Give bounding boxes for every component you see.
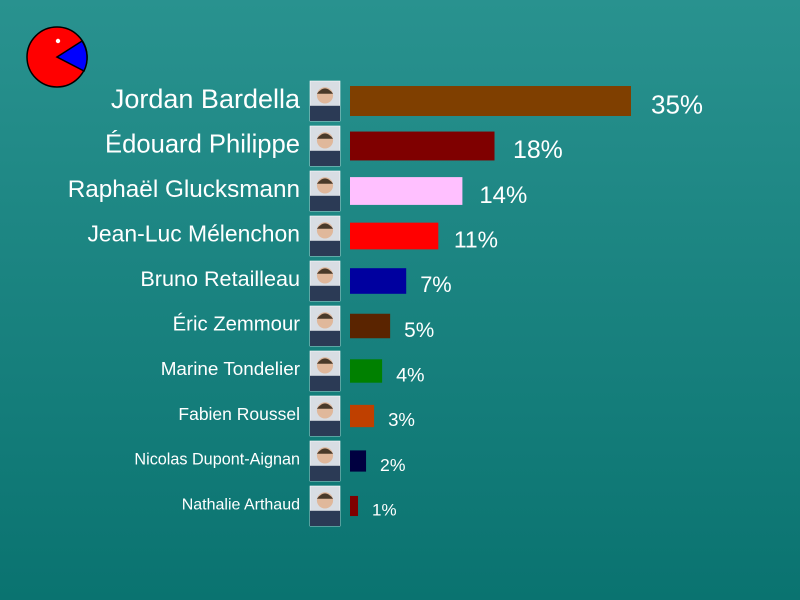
bar: [350, 450, 367, 472]
candidate-name: Fabien Roussel: [178, 404, 300, 424]
bar: [350, 359, 383, 383]
value-label: 2%: [380, 455, 406, 475]
bar: [350, 268, 407, 294]
candidate-photo-icon: [309, 170, 341, 212]
value-label: 1%: [372, 501, 397, 520]
candidate-name: Marine Tondelier: [161, 359, 300, 380]
bar: [350, 222, 439, 250]
candidate-name: Éric Zemmour: [173, 313, 301, 336]
candidate-name: Nathalie Arthaud: [182, 496, 300, 513]
value-label: 14%: [479, 182, 527, 209]
candidate-photo-icon: [309, 395, 341, 437]
value-label: 18%: [513, 136, 563, 164]
candidate-name: Édouard Philippe: [105, 129, 300, 158]
candidate-photo-icon: [309, 485, 341, 527]
bar: [350, 177, 463, 205]
value-label: 35%: [651, 90, 703, 120]
candidate-name: Jordan Bardella: [111, 84, 301, 114]
pie-chart-logo-icon: [26, 26, 88, 88]
value-label: 4%: [396, 365, 424, 387]
bar: [350, 313, 391, 339]
candidate-name: Bruno Retailleau: [140, 266, 300, 291]
bar: [350, 131, 495, 161]
value-label: 11%: [454, 227, 498, 253]
bar: [350, 495, 359, 517]
candidate-photo-icon: [309, 215, 341, 257]
candidate-photo-icon: [309, 350, 341, 392]
bar: [350, 404, 375, 428]
candidate-photo-icon: [309, 440, 341, 482]
candidate-name: Nicolas Dupont-Aignan: [134, 450, 300, 468]
bar: [350, 86, 631, 116]
candidate-name: Raphaël Glucksmann: [68, 176, 300, 203]
candidate-photo-icon: [309, 80, 341, 122]
candidate-photo-icon: [309, 260, 341, 302]
value-label: 5%: [404, 319, 434, 342]
value-label: 3%: [388, 409, 415, 430]
candidate-photo-icon: [309, 125, 341, 167]
candidate-name: Jean-Luc Mélenchon: [87, 221, 300, 247]
candidate-photo-icon: [309, 305, 341, 347]
value-label: 7%: [420, 272, 452, 297]
